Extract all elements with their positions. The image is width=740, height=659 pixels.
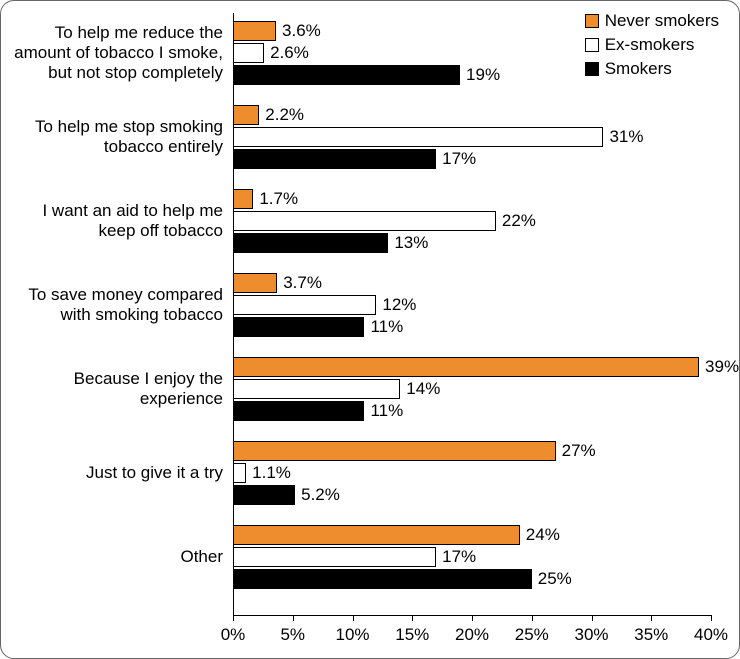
x-tick-label: 10% <box>335 625 369 645</box>
bar-value-label: 2.2% <box>265 105 304 125</box>
x-tick-label: 20% <box>455 625 489 645</box>
bar-value-label: 17% <box>442 547 476 567</box>
bar-smoker <box>233 569 532 589</box>
bar-value-label: 22% <box>502 211 536 231</box>
x-tick <box>472 615 473 621</box>
bar-smoker <box>233 65 460 85</box>
bar-value-label: 11% <box>370 317 403 337</box>
x-tick <box>353 615 354 621</box>
bar-value-label: 27% <box>562 441 596 461</box>
category-label: To save money compared with smoking toba… <box>9 285 223 325</box>
bar-never <box>233 21 276 41</box>
bar-never <box>233 357 699 377</box>
bar-ex <box>233 43 264 63</box>
legend-item-smoker: Smokers <box>585 59 719 79</box>
swatch-never <box>585 14 599 28</box>
bar-ex <box>233 547 436 567</box>
category-label: Other <box>9 547 223 567</box>
bar-ex <box>233 211 496 231</box>
category-label: To help me stop smoking tobacco entirely <box>9 117 223 157</box>
bar-value-label: 2.6% <box>270 43 309 63</box>
swatch-ex <box>585 38 599 52</box>
bar-never <box>233 105 259 125</box>
bar-never <box>233 441 556 461</box>
bar-value-label: 14% <box>406 379 440 399</box>
bar-value-label: 17% <box>442 149 476 169</box>
bar-smoker <box>233 233 388 253</box>
x-tick <box>592 615 593 621</box>
legend: Never smokers Ex-smokers Smokers <box>585 11 719 79</box>
bar-value-label: 3.6% <box>282 21 321 41</box>
x-tick-label: 30% <box>574 625 608 645</box>
bar-value-label: 31% <box>609 127 643 147</box>
bar-value-label: 5.2% <box>301 485 340 505</box>
category-label: To help me reduce the amount of tobacco … <box>9 23 223 83</box>
bar-smoker <box>233 317 364 337</box>
x-tick <box>233 615 234 621</box>
bar-value-label: 13% <box>394 233 428 253</box>
x-tick-label: 0% <box>221 625 246 645</box>
bar-value-label: 11% <box>370 401 403 421</box>
category-label: Because I enjoy the experience <box>9 369 223 409</box>
x-tick-label: 35% <box>634 625 668 645</box>
x-tick-label: 5% <box>280 625 305 645</box>
bar-value-label: 19% <box>466 65 500 85</box>
swatch-smoker <box>585 62 599 76</box>
bar-value-label: 1.7% <box>259 189 298 209</box>
category-label: I want an aid to help me keep off tobacc… <box>9 201 223 241</box>
chart-container: Never smokers Ex-smokers Smokers 0% 5% 10%… <box>0 0 740 659</box>
x-tick <box>293 615 294 621</box>
bar-never <box>233 525 520 545</box>
x-tick <box>532 615 533 621</box>
legend-label: Smokers <box>605 59 672 79</box>
x-tick <box>412 615 413 621</box>
bar-value-label: 3.7% <box>283 273 322 293</box>
bar-value-label: 1.1% <box>252 463 291 483</box>
x-tick-label: 40% <box>694 625 728 645</box>
bar-smoker <box>233 401 364 421</box>
bar-ex <box>233 295 376 315</box>
bar-smoker <box>233 485 295 505</box>
legend-item-never: Never smokers <box>585 11 719 31</box>
x-tick-label: 15% <box>395 625 429 645</box>
bar-never <box>233 273 277 293</box>
bar-ex <box>233 463 246 483</box>
x-tick-label: 25% <box>515 625 549 645</box>
legend-label: Never smokers <box>605 11 719 31</box>
bar-value-label: 25% <box>538 569 572 589</box>
bar-never <box>233 189 253 209</box>
legend-label: Ex-smokers <box>605 35 695 55</box>
x-tick <box>711 615 712 621</box>
bar-value-label: 12% <box>382 295 416 315</box>
bar-value-label: 39% <box>705 357 739 377</box>
bar-smoker <box>233 149 436 169</box>
bar-ex <box>233 379 400 399</box>
bar-value-label: 24% <box>526 525 560 545</box>
legend-item-ex: Ex-smokers <box>585 35 719 55</box>
bar-ex <box>233 127 603 147</box>
x-tick <box>651 615 652 621</box>
category-label: Just to give it a try <box>9 463 223 483</box>
